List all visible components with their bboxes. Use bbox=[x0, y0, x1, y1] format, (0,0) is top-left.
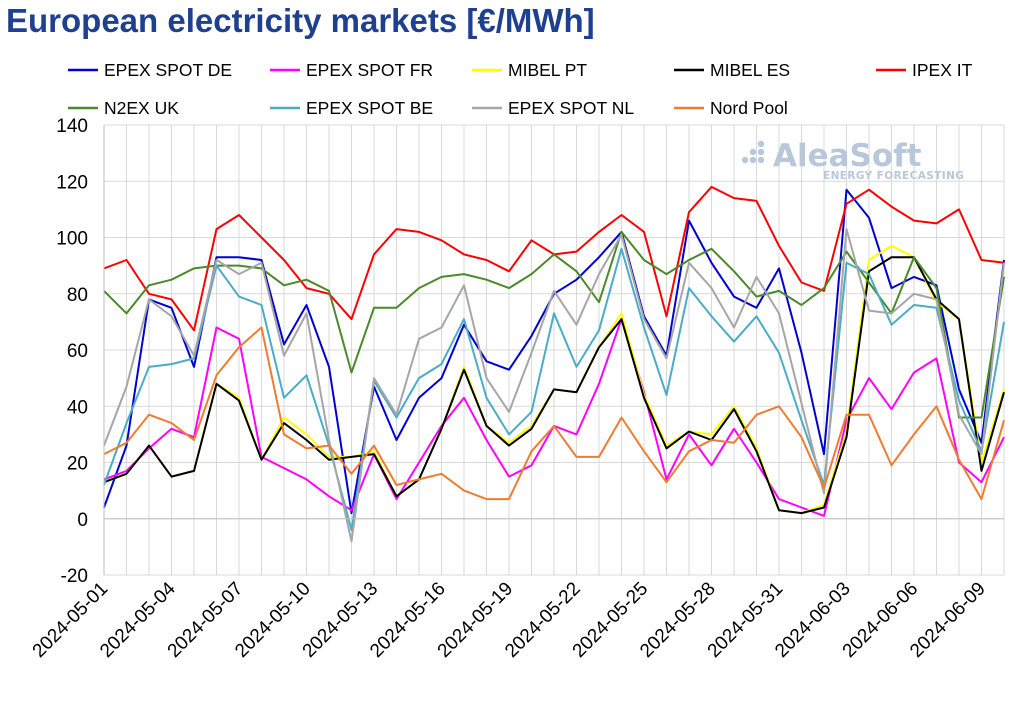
legend-label: IPEX IT bbox=[912, 60, 973, 80]
grid bbox=[103, 124, 1005, 576]
chart-title: European electricity markets [€/MWh] bbox=[6, 2, 595, 39]
y-tick-label: 140 bbox=[56, 116, 88, 137]
legend-label: EPEX SPOT DE bbox=[104, 60, 232, 80]
y-tick-label: 0 bbox=[77, 510, 88, 531]
y-tick-label: 40 bbox=[67, 397, 88, 418]
series-line bbox=[103, 228, 1005, 543]
y-tick-label: 60 bbox=[67, 341, 88, 362]
series-layer bbox=[103, 185, 1005, 543]
legend-label: EPEX SPOT NL bbox=[508, 98, 634, 118]
y-tick-label: -20 bbox=[61, 566, 88, 587]
legend-label: EPEX SPOT BE bbox=[306, 98, 433, 118]
y-tick-label: 20 bbox=[67, 454, 88, 475]
logo-tagline: ENERGY FORECASTING bbox=[823, 170, 964, 182]
x-axis-ticks: 2024-05-012024-05-042024-05-072024-05-10… bbox=[29, 578, 990, 662]
aleasoft-logo: AleaSoft ENERGY FORECASTING bbox=[741, 138, 964, 182]
legend: EPEX SPOT DE EPEX SPOT FR MIBEL PT MIBEL ES… bbox=[68, 60, 973, 118]
y-tick-label: 100 bbox=[56, 229, 88, 250]
series-line bbox=[103, 247, 1005, 531]
legend-label: MIBEL PT bbox=[508, 60, 587, 80]
legend-label: N2EX UK bbox=[104, 98, 179, 118]
series-line bbox=[103, 326, 1005, 501]
axes bbox=[103, 125, 1004, 575]
series-line bbox=[103, 256, 1005, 515]
legend-label: MIBEL ES bbox=[710, 60, 790, 80]
legend-label: EPEX SPOT FR bbox=[306, 60, 433, 80]
y-axis-ticks: -20 0 20 40 60 80 100 120 140 bbox=[56, 116, 88, 587]
y-tick-label: 80 bbox=[67, 285, 88, 306]
logo-name: AleaSoft bbox=[773, 138, 922, 174]
legend-label: Nord Pool bbox=[710, 98, 788, 118]
y-tick-label: 120 bbox=[56, 172, 88, 193]
